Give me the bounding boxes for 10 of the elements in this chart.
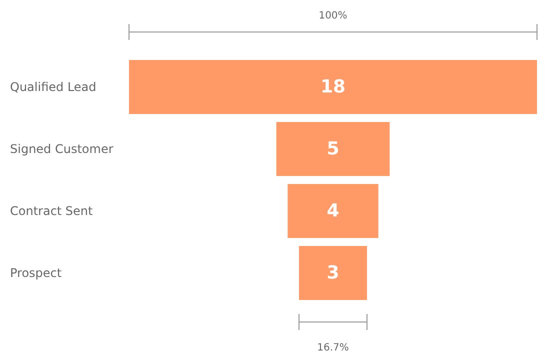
category-label: Signed Customer <box>10 142 114 156</box>
text: 100% <box>318 10 348 22</box>
category-label: Qualified Lead <box>10 80 96 94</box>
category-label: Contract Sent <box>10 204 94 218</box>
data-label: 3 <box>326 262 340 284</box>
data-label: 18 <box>320 76 346 98</box>
data-label: 4 <box>326 200 340 222</box>
data-label: 5 <box>326 138 340 160</box>
text: 16.7% <box>317 342 349 354</box>
category-label: Prospect <box>10 266 62 280</box>
